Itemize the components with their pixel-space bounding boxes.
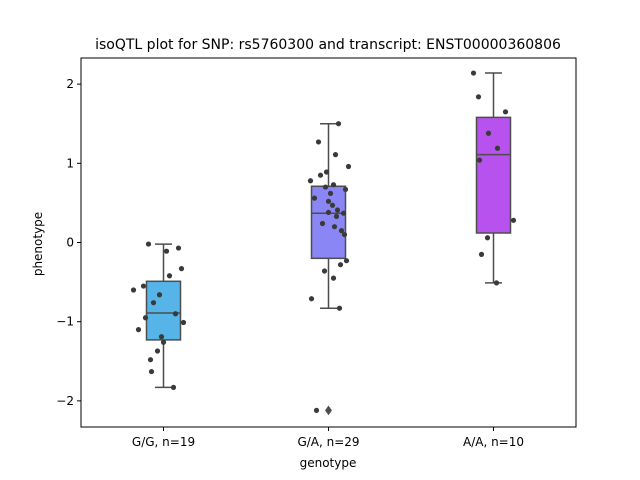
data-point [319,220,326,227]
data-point [340,210,347,216]
iqr-box [145,280,182,341]
x-tick-label: G/G, n=19 [132,435,195,449]
data-point [322,184,329,190]
data-point [343,258,350,264]
data-point [485,130,492,136]
data-point [154,348,161,354]
data-point [148,368,155,375]
data-point [323,169,330,175]
data-point [332,152,339,158]
data-point [140,283,147,289]
data-point [175,245,182,251]
data-point [315,139,322,145]
x-tick-label: G/A, n=29 [297,435,359,449]
data-point [145,241,152,247]
data-point [325,209,332,216]
data-point [142,315,149,321]
iqr-box [310,185,347,260]
y-tick-label: −1 [56,315,74,329]
data-point [494,145,501,151]
data-point [170,384,177,391]
data-point [336,305,343,311]
x-tick-label: A/A, n=10 [463,435,524,449]
data-point [345,163,352,170]
data-point [150,300,157,306]
data-point [135,327,142,333]
y-tick-label: 2 [66,77,74,91]
data-point [484,235,491,241]
data-point [476,157,483,163]
data-point [180,319,187,326]
data-point [317,172,324,178]
data-point [337,262,344,268]
data-point [341,231,348,238]
data-point [331,224,338,230]
plot-area: −2 −1 0 1 2 G/G, n=19 G/A, n=29 A/A, n=10 [56,57,577,449]
data-point [478,251,485,257]
data-point [130,287,137,293]
data-point [178,266,185,272]
data-point [510,217,517,223]
data-point [147,357,154,363]
outlier-marker [325,405,332,416]
data-point [335,121,342,127]
x-axis-label: genotype [300,456,357,470]
y-tick-label: −2 [56,394,74,408]
data-point [327,190,334,197]
data-point [163,248,170,254]
data-point [160,339,167,345]
data-point [308,296,315,302]
data-point [338,228,345,234]
y-tick-label: 1 [66,156,74,170]
data-point [330,182,337,188]
y-tick-label: 0 [66,236,74,250]
data-point [330,275,337,281]
data-point [158,334,165,340]
data-point [333,213,340,219]
data-point [321,268,328,274]
data-point [311,195,318,201]
data-point [172,311,179,317]
data-point [325,198,332,204]
iqr-box [475,116,512,234]
y-axis-label: phenotype [31,212,45,276]
data-point [334,207,341,213]
data-point [166,273,173,279]
data-point [470,70,477,76]
data-point [307,178,314,184]
data-point [329,202,336,208]
data-point [313,407,320,413]
data-point [342,186,349,193]
data-point [475,94,482,100]
data-point [156,292,163,298]
data-point [493,280,500,286]
data-point [502,109,509,115]
chart-title: isoQTL plot for SNP: rs5760300 and trans… [95,37,561,53]
